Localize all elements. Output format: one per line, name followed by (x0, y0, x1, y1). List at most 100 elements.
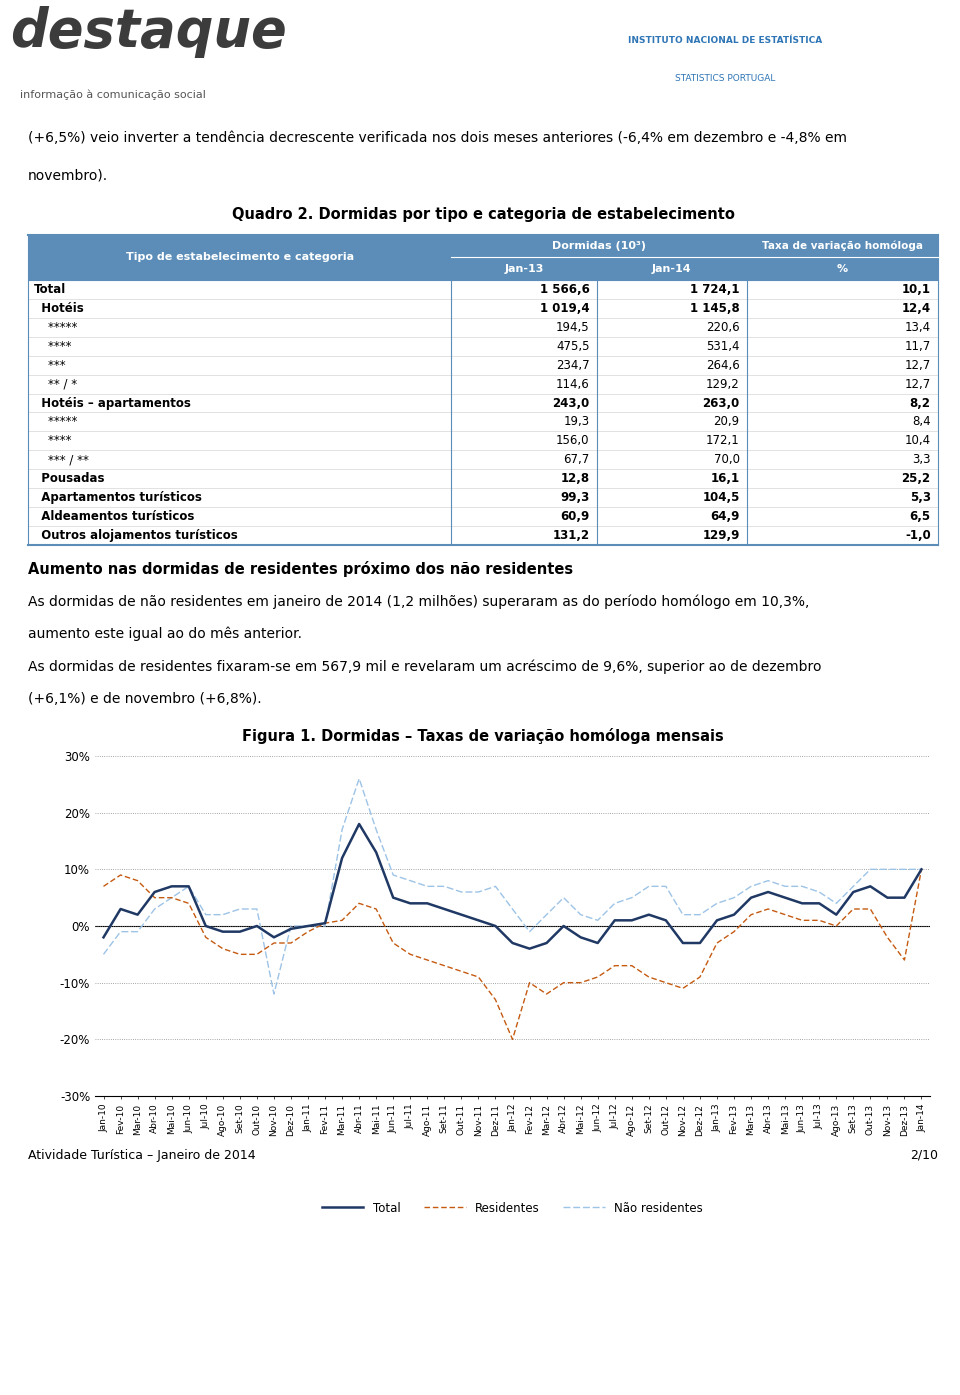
Bar (28, 234, 451, 258)
Text: Apartamentos turísticos: Apartamentos turísticos (34, 491, 203, 504)
Text: 10,1: 10,1 (901, 283, 931, 296)
Bar (28, 299, 938, 318)
Text: 243,0: 243,0 (552, 396, 589, 410)
Legend: Total, Residentes, Não residentes: Total, Residentes, Não residentes (318, 1197, 708, 1219)
Bar (28, 356, 938, 375)
Text: 3,3: 3,3 (912, 453, 931, 466)
Bar (28, 336, 938, 356)
Text: Jan-13: Jan-13 (504, 264, 543, 273)
Text: INSTITUTO NACIONAL DE ESTATÍSTICA: INSTITUTO NACIONAL DE ESTATÍSTICA (628, 36, 822, 45)
Text: informação à comunicação social: informação à comunicação social (19, 89, 205, 99)
Text: -1,0: -1,0 (905, 529, 931, 543)
Bar (28, 488, 938, 508)
Text: Hotéis – apartamentos: Hotéis – apartamentos (34, 396, 191, 410)
Text: Taxa de variação homóloga: Taxa de variação homóloga (762, 241, 923, 251)
Text: 114,6: 114,6 (556, 378, 589, 391)
Text: Hotéis: Hotéis (34, 301, 84, 315)
Text: As dormidas de residentes fixaram-se em 567,9 mil e revelaram um acréscimo de 9,: As dormidas de residentes fixaram-se em … (28, 660, 822, 675)
Text: aumento este igual ao do mês anterior.: aumento este igual ao do mês anterior. (28, 626, 302, 642)
Bar (28, 431, 938, 451)
Text: Aumento nas dormidas de residentes próximo dos não residentes: Aumento nas dormidas de residentes próxi… (28, 561, 573, 578)
Bar (451, 234, 747, 258)
Text: Jan-14: Jan-14 (652, 264, 691, 273)
Text: 129,2: 129,2 (706, 378, 739, 391)
Text: *** / **: *** / ** (34, 453, 89, 466)
Text: 11,7: 11,7 (904, 340, 931, 353)
Bar (451, 258, 597, 280)
Bar (28, 280, 938, 299)
Text: 1 566,6: 1 566,6 (540, 283, 589, 296)
Text: 172,1: 172,1 (706, 434, 739, 448)
Text: 2/10: 2/10 (910, 1148, 938, 1162)
Text: 1 019,4: 1 019,4 (540, 301, 589, 315)
Text: As dormidas de não residentes em janeiro de 2014 (1,2 milhões) superaram as do p: As dormidas de não residentes em janeiro… (28, 596, 809, 610)
Text: 129,9: 129,9 (703, 529, 739, 543)
Bar (509, 10, 941, 106)
Text: 234,7: 234,7 (556, 359, 589, 371)
Bar (28, 451, 938, 469)
Bar (28, 469, 938, 488)
Text: 131,2: 131,2 (552, 529, 589, 543)
Text: 67,7: 67,7 (564, 453, 589, 466)
Text: ** / *: ** / * (34, 378, 78, 391)
Bar (747, 234, 938, 258)
Text: 13,4: 13,4 (904, 321, 931, 333)
Text: 60,9: 60,9 (561, 511, 589, 523)
Text: 1 145,8: 1 145,8 (690, 301, 739, 315)
Text: 19,3: 19,3 (564, 416, 589, 428)
Text: 475,5: 475,5 (556, 340, 589, 353)
Text: STATISTICS PORTUGAL: STATISTICS PORTUGAL (675, 74, 775, 82)
Text: %: % (837, 264, 848, 273)
Text: 156,0: 156,0 (556, 434, 589, 448)
Text: Tipo de estabelecimento e categoria: Tipo de estabelecimento e categoria (126, 252, 353, 262)
Text: 99,3: 99,3 (561, 491, 589, 504)
Bar (28, 258, 451, 280)
Bar (28, 526, 938, 545)
Text: 5,3: 5,3 (910, 491, 931, 504)
Bar (28, 413, 938, 431)
Text: *****: ***** (34, 321, 78, 333)
Text: 194,5: 194,5 (556, 321, 589, 333)
Text: 70,0: 70,0 (713, 453, 739, 466)
Text: Atividade Turística – Janeiro de 2014: Atividade Turística – Janeiro de 2014 (28, 1148, 255, 1162)
Text: 6,5: 6,5 (909, 511, 931, 523)
Text: (+6,5%) veio inverter a tendência decrescente verificada nos dois meses anterior: (+6,5%) veio inverter a tendência decres… (28, 131, 847, 145)
Text: 263,0: 263,0 (703, 396, 739, 410)
Bar (28, 508, 938, 526)
Text: 12,4: 12,4 (901, 301, 931, 315)
Text: Figura 1. Dormidas – Taxas de variação homóloga mensais: Figura 1. Dormidas – Taxas de variação h… (242, 728, 724, 744)
Text: (+6,1%) e de novembro (+6,8%).: (+6,1%) e de novembro (+6,8%). (28, 692, 262, 706)
Text: 16,1: 16,1 (710, 473, 739, 485)
Text: Dormidas (10³): Dormidas (10³) (552, 241, 646, 251)
Text: 20,9: 20,9 (713, 416, 739, 428)
Text: Total: Total (34, 283, 65, 296)
Text: *****: ***** (34, 416, 78, 428)
Text: www.ine.pt   |   Serviço de Comunicação e Imagem - Tel: +351 21.842.61.00 - sci@: www.ine.pt | Serviço de Comunicação e Im… (184, 1370, 776, 1382)
Text: 10,4: 10,4 (904, 434, 931, 448)
Text: 12,8: 12,8 (561, 473, 589, 485)
Text: Outros alojamentos turísticos: Outros alojamentos turísticos (34, 529, 238, 543)
Text: 1 724,1: 1 724,1 (690, 283, 739, 296)
Text: 12,7: 12,7 (904, 359, 931, 371)
Text: 8,2: 8,2 (910, 396, 931, 410)
Bar (747, 258, 938, 280)
Text: 264,6: 264,6 (706, 359, 739, 371)
Text: Aldeamentos turísticos: Aldeamentos turísticos (34, 511, 195, 523)
Text: destaque: destaque (10, 6, 286, 59)
Text: 220,6: 220,6 (706, 321, 739, 333)
Text: Quadro 2. Dormidas por tipo e categoria de estabelecimento: Quadro 2. Dormidas por tipo e categoria … (231, 206, 734, 222)
Bar (28, 318, 938, 336)
Bar (28, 393, 938, 413)
Text: ***: *** (34, 359, 66, 371)
Text: Pousadas: Pousadas (34, 473, 105, 485)
Bar (28, 375, 938, 393)
Text: novembro).: novembro). (28, 169, 108, 183)
Bar (597, 258, 747, 280)
Text: 531,4: 531,4 (707, 340, 739, 353)
Text: 64,9: 64,9 (710, 511, 739, 523)
Text: 25,2: 25,2 (901, 473, 931, 485)
Text: ****: **** (34, 434, 72, 448)
Text: ****: **** (34, 340, 72, 353)
Text: 12,7: 12,7 (904, 378, 931, 391)
Text: 104,5: 104,5 (703, 491, 739, 504)
